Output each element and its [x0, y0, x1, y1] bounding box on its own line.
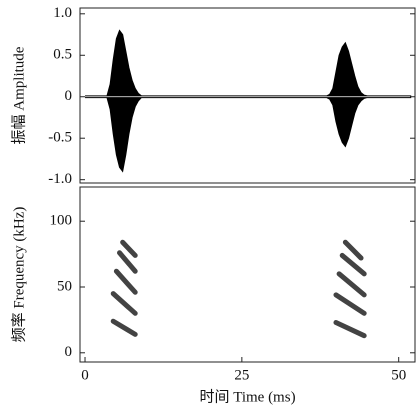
y-tick-label: -1.0: [48, 171, 72, 187]
y-tick-label: 50: [57, 278, 72, 294]
harmonic-streak: [342, 239, 364, 261]
x-tick-label: 0: [81, 367, 89, 383]
harmonic-streak: [333, 320, 367, 339]
harmonic-streak: [336, 271, 367, 298]
y-axis-label: 频率 Frequency (kHz): [10, 207, 27, 343]
y-tick-label: 1.0: [53, 5, 72, 21]
harmonic-streak: [110, 318, 138, 337]
waveform: [85, 29, 412, 97]
harmonic-streak: [110, 291, 138, 316]
waveform: [85, 97, 412, 173]
x-axis-label: 时间 Time (ms): [199, 388, 295, 405]
harmonic-streak: [339, 252, 367, 277]
y-tick-label: 100: [50, 213, 73, 229]
harmonic-streak: [117, 250, 138, 274]
x-tick-label: 50: [391, 367, 406, 383]
y-tick-label: -0.5: [48, 130, 72, 146]
y-tick-label: 0: [65, 88, 73, 104]
harmonic-streak: [333, 292, 367, 316]
harmonic-streak: [113, 268, 138, 295]
plot-frame: [79, 186, 416, 363]
y-tick-label: 0.5: [53, 47, 72, 63]
harmonic-streak: [120, 239, 138, 258]
x-tick-label: 25: [234, 367, 249, 383]
y-axis-label: 振幅 Amplitude: [10, 46, 27, 144]
plot-frame: [79, 7, 416, 184]
y-tick-label: 0: [65, 344, 73, 360]
